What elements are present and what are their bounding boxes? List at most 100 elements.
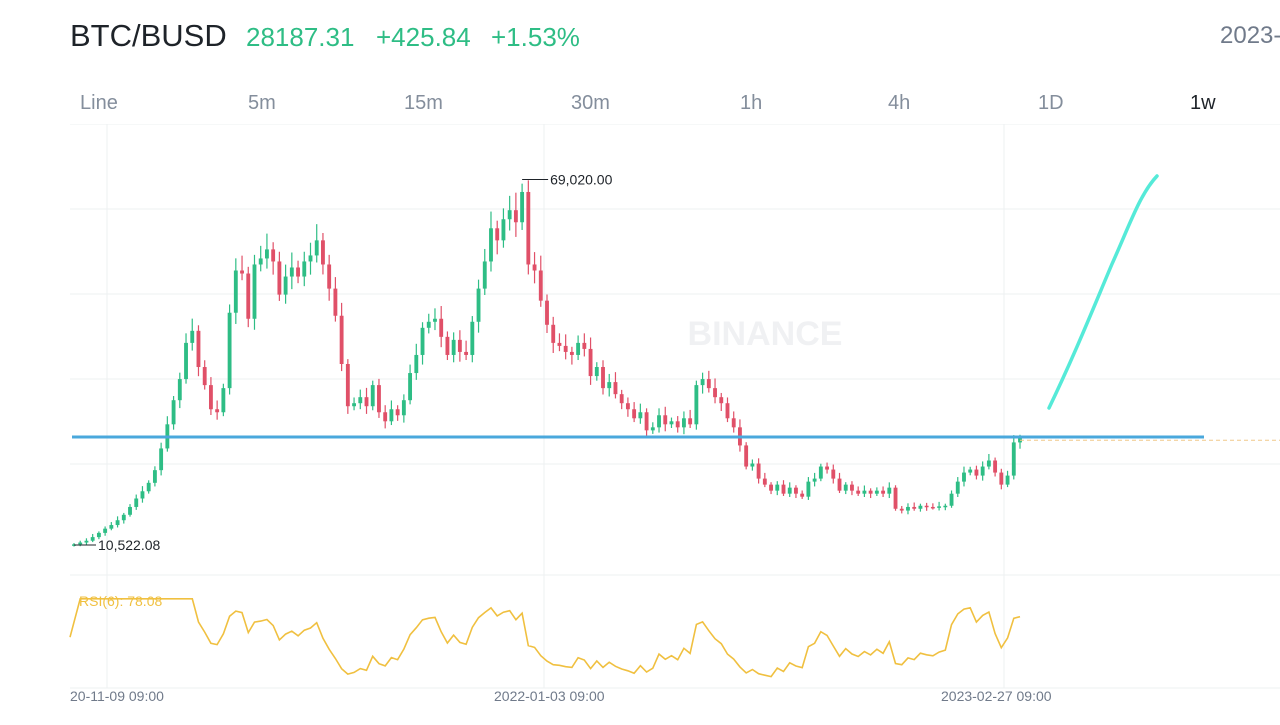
candle-body <box>912 506 917 509</box>
current-date: 2023- <box>1220 22 1280 49</box>
candle-body <box>663 415 668 425</box>
candle-body <box>713 388 717 398</box>
candle-body <box>582 342 587 349</box>
high-marker: 69,020.00 <box>522 171 613 187</box>
candle-body <box>862 490 867 494</box>
candle-body <box>464 351 469 355</box>
candle-body <box>563 345 568 352</box>
candle-body <box>476 288 481 322</box>
candle-body <box>401 400 406 416</box>
candle-body <box>370 385 375 407</box>
candle-body <box>377 385 381 413</box>
tab-30m[interactable]: 30m <box>571 92 610 114</box>
price-change: +425.84 <box>376 22 471 52</box>
candle-body <box>794 487 798 494</box>
low-label: 10,522.08 <box>98 537 160 553</box>
candle-body <box>843 484 848 491</box>
candle-body <box>520 191 525 223</box>
candle-body <box>937 506 942 508</box>
candle-body <box>308 255 313 262</box>
candle-body <box>551 324 556 343</box>
candle-body <box>868 490 873 494</box>
candle-body <box>899 508 904 511</box>
candle-body <box>625 403 630 410</box>
candle-body <box>482 261 487 289</box>
candle-body <box>906 506 910 511</box>
candle-body <box>980 466 985 476</box>
symbol-title[interactable]: BTC/BUSD <box>70 18 227 53</box>
candle-body <box>258 258 263 265</box>
candle-body <box>856 490 861 494</box>
high-label: 69,020.00 <box>550 171 612 187</box>
candle-body <box>638 412 643 419</box>
candle-body <box>501 219 506 241</box>
candle-body <box>426 321 431 328</box>
candle-body <box>408 373 413 401</box>
candle-body <box>874 490 879 494</box>
tab-1d[interactable]: 1D <box>1038 92 1064 114</box>
candle-body <box>694 385 699 425</box>
tab-15m[interactable]: 15m <box>404 92 443 114</box>
candle-body <box>538 270 543 301</box>
candle-body <box>121 514 126 521</box>
candle-body <box>451 339 456 355</box>
x-label-end: 2023-02-27 09:00 <box>941 688 1052 704</box>
candle-body <box>265 249 269 259</box>
candle-body <box>731 418 736 428</box>
tab-5m[interactable]: 5m <box>248 92 276 114</box>
candles-layer <box>72 180 1022 547</box>
candle-body <box>277 261 282 295</box>
candle-body <box>171 400 176 425</box>
candle-body <box>240 270 244 274</box>
candle-body <box>588 348 593 377</box>
candle-body <box>414 354 419 374</box>
candle-body <box>881 490 886 494</box>
tab-4h[interactable]: 4h <box>888 92 911 114</box>
candle-body <box>675 421 680 428</box>
candle-body <box>513 210 518 223</box>
candle-body <box>893 487 898 509</box>
candle-body <box>974 469 979 476</box>
candle-body <box>202 367 207 386</box>
candle-body <box>800 493 805 497</box>
candle-body <box>333 288 338 316</box>
tab-line[interactable]: Line <box>80 92 118 114</box>
candle-body <box>289 267 294 277</box>
candle-body <box>84 540 89 543</box>
header: BTC/BUSD 28187.31 +425.84 +1.53% 2023- <box>0 0 1280 80</box>
candle-body <box>619 394 624 404</box>
candle-body <box>576 342 581 355</box>
candle-body <box>128 506 132 515</box>
candle-body <box>706 379 711 389</box>
candle-body <box>837 478 842 491</box>
candle-body <box>918 505 923 509</box>
tab-1h[interactable]: 1h <box>740 92 763 114</box>
candle-body <box>470 321 475 355</box>
candle-body <box>246 273 251 319</box>
tab-1w[interactable]: 1w <box>1190 92 1216 114</box>
candle-body <box>352 403 356 407</box>
candle-body <box>632 409 637 419</box>
candle-body <box>769 484 773 491</box>
candle-body <box>943 505 948 508</box>
candle-body <box>96 532 101 538</box>
candle-body <box>339 315 344 364</box>
candle-body <box>669 421 674 425</box>
candle-body <box>607 382 612 389</box>
interval-tabs: Line 5m 15m 30m 1h 4h 1D 1w <box>0 86 1280 122</box>
candle-body <box>806 481 811 497</box>
rsi-label: RSI(6): 78.08 <box>79 593 162 609</box>
candle-body <box>613 382 618 395</box>
candle-body <box>750 463 755 467</box>
candle-body <box>744 445 749 467</box>
watermark-text: BINANCE <box>688 315 843 353</box>
candle-body <box>650 427 655 431</box>
candle-body <box>999 472 1004 485</box>
candle-body <box>78 542 83 545</box>
candle-body <box>787 487 792 494</box>
candlestick-chart[interactable]: BINANCE 69,020.00 10,522.08 RSI(6): 78.0… <box>0 124 1280 725</box>
candle-body <box>196 330 201 368</box>
candle-body <box>252 264 257 319</box>
candle-body <box>993 460 998 473</box>
candle-body <box>383 412 388 422</box>
